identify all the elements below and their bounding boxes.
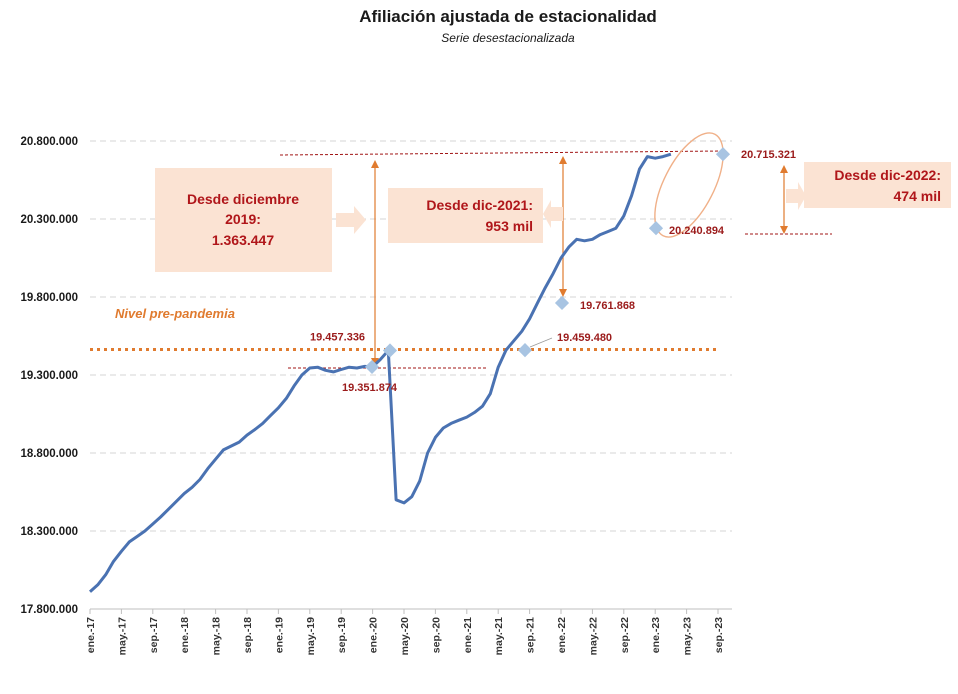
x-tick-label: may.-19: [305, 617, 317, 655]
y-tick-label: 18.300.000: [20, 526, 78, 538]
callout-arrow: [543, 200, 563, 228]
x-tick-label: may.-20: [399, 617, 411, 655]
y-tick-label: 19.300.000: [20, 370, 78, 382]
y-tick-label: 17.800.000: [20, 604, 78, 616]
arrow-head: [559, 156, 567, 164]
annotation-text: Desde diciembre: [187, 191, 299, 207]
series-line: [88, 152, 672, 593]
callout-arrow: [786, 182, 806, 210]
x-tick-label: ene.-21: [462, 617, 474, 653]
x-tick-label: sep.-21: [525, 617, 537, 653]
data-point-label: 19.457.336: [310, 331, 365, 343]
ref-line-top: [279, 150, 723, 156]
pre-pandemic-label: Nivel pre-pandemia: [115, 306, 235, 321]
annotation-text: 474 mil: [894, 188, 941, 204]
annotation-box: Desde diciembre 2019: 1.363.447: [155, 168, 332, 272]
y-tick-label: 18.800.000: [20, 448, 78, 460]
x-tick-label: sep.-19: [336, 617, 348, 653]
data-point-marker: [382, 343, 398, 358]
point-labels: 19.351.874 19.457.336 19.459.480 19.761.868…: [310, 149, 796, 394]
label-connector: [529, 337, 553, 348]
y-tick-label: 20.300.000: [20, 214, 78, 226]
y-tick-label: 19.800.000: [20, 292, 78, 304]
arrow-since-2022: [780, 165, 788, 234]
x-tick-label: sep.-17: [148, 617, 160, 653]
x-axis-ticks: ene.-17 may.-17 sep.-17 ene.-18 may.-18 sep.-…: [85, 617, 725, 656]
annotation-box-bg: [804, 162, 951, 208]
x-tick-label: ene.-19: [273, 617, 285, 653]
x-tick-label: may.-22: [587, 617, 599, 655]
arrow-since-2021: [559, 156, 567, 297]
annotations: Nivel pre-pandemia Desde diciembre 2019: 1.…: [90, 132, 951, 369]
annotation-box-bg: [388, 188, 543, 243]
data-point-label: 20.715.321: [741, 149, 796, 161]
data-point-marker: [648, 221, 664, 236]
x-tick-label: sep.-20: [430, 617, 442, 653]
x-tick-label: sep.-18: [242, 617, 254, 653]
markers: [364, 147, 731, 374]
annotation-text: 1.363.447: [212, 232, 274, 248]
arrow-head: [371, 358, 379, 366]
arrow-head: [780, 226, 788, 234]
data-point-label: 19.459.480: [557, 332, 612, 344]
x-tick-label: sep.-22: [619, 617, 631, 653]
data-point-marker: [554, 295, 570, 311]
annotation-text: 2019:: [225, 211, 261, 227]
data-point-marker: [715, 147, 731, 162]
arrow-since-2019: [371, 160, 379, 366]
data-point-label: 19.761.868: [580, 300, 635, 312]
x-tick-label: may.-17: [116, 617, 128, 655]
y-tick-label: 20.800.000: [20, 136, 78, 148]
annotation-box: Desde dic-2022: 474 mil: [804, 162, 951, 208]
x-tick-label: ene.-17: [85, 617, 97, 653]
highlight-ellipse: [654, 132, 724, 238]
x-tick-label: ene.-20: [368, 617, 380, 653]
annotation-box-bg: [155, 168, 332, 272]
data-point-label: 19.351.874: [342, 382, 398, 394]
gridlines: [89, 140, 732, 614]
annotation-text: 953 mil: [486, 218, 533, 234]
x-tick-label: may.-21: [493, 617, 505, 655]
callout-arrow: [336, 206, 366, 234]
x-tick-label: ene.-22: [556, 617, 568, 653]
data-point-label: 20.240.894: [669, 225, 725, 237]
x-tick-label: may.-23: [682, 617, 694, 655]
arrow-head: [780, 165, 788, 173]
data-point-marker: [364, 359, 380, 374]
annotation-text: Desde dic-2022:: [834, 167, 941, 183]
arrow-head: [371, 160, 379, 168]
data-point-marker: [517, 343, 533, 358]
annotation-text: Desde dic-2021:: [426, 197, 533, 213]
x-tick-label: ene.-18: [179, 617, 191, 653]
arrow-head: [559, 289, 567, 297]
series: [88, 152, 672, 593]
x-tick-label: ene.-23: [650, 617, 662, 653]
annotation-box: Desde dic-2021: 953 mil: [388, 188, 543, 243]
chart-title: Afiliación ajustada de estacionalidad: [359, 7, 657, 26]
chart-subtitle: Serie desestacionalizada: [441, 31, 575, 45]
y-axis-ticks: 17.800.000 18.300.000 18.800.000 19.300.000…: [20, 136, 78, 616]
x-tick-label: may.-18: [211, 617, 223, 655]
x-tick-label: sep.-23: [713, 617, 725, 653]
